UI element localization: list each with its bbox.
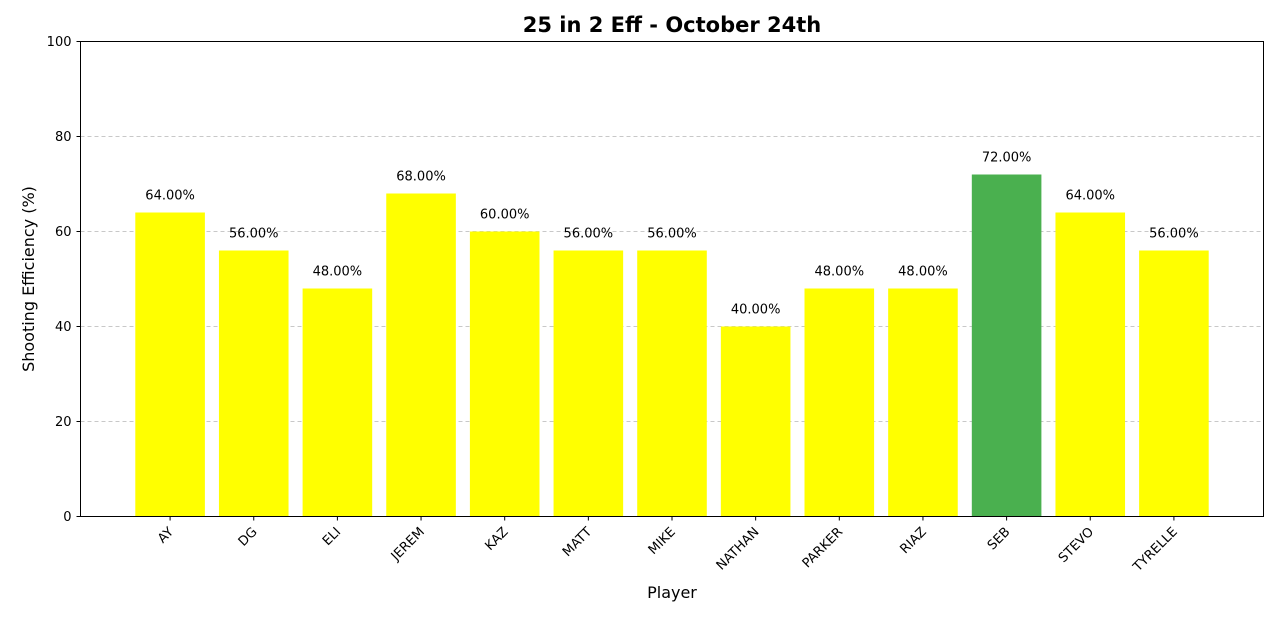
bar-mike [637,250,707,517]
y-axis-ticks: 0 20 40 60 80 100 [47,35,81,525]
chart-title: 25 in 2 Eff - October 24th [523,13,822,37]
data-label-jerem: 68.00% [396,170,446,185]
bar-riaz [888,288,958,517]
data-label-kaz: 60.00% [480,208,530,223]
y-tick-label: 60 [55,225,72,240]
bar-jerem [386,193,456,517]
y-tick-label: 100 [47,35,72,50]
data-label-seb: 72.00% [982,151,1032,166]
bar-stevo [1055,212,1126,517]
x-axis-ticks: AY DG ELI JEREM KAZ MATT MIKE NATHAN PARKER RIAZ S… [155,516,1181,576]
data-label-matt: 56.00% [564,227,614,242]
data-label-dg: 56.00% [229,227,279,242]
data-labels: 64.00% 56.00% 48.00% 68.00% 60.00% 56.00% 56.0… [145,151,1198,318]
bar-matt [553,250,624,517]
data-label-ay: 64.00% [145,189,195,204]
x-axis-label: Player [647,583,697,602]
x-tick-label-parker: PARKER [800,525,846,571]
data-label-parker: 48.00% [815,265,865,280]
x-tick-label-nathan: NATHAN [714,525,763,574]
x-tick-label-eli: ELI [320,525,344,549]
x-tick-label-kaz: KAZ [482,525,511,554]
data-label-mike: 56.00% [647,227,697,242]
x-tick-label-seb: SEB [985,525,1014,554]
bar-dg [218,250,289,517]
data-label-nathan: 40.00% [731,303,781,318]
bar-tyrelle [1139,250,1209,517]
x-tick-label-tyrelle: TYRELLE [1130,525,1181,576]
data-label-eli: 48.00% [313,265,363,280]
data-label-riaz: 48.00% [898,265,948,280]
x-tick-label-jerem: JEREM [388,525,428,565]
y-tick-label: 0 [63,510,71,525]
x-tick-label-riaz: RIAZ [897,525,929,557]
data-label-stevo: 64.00% [1065,189,1115,204]
bars [135,174,1209,517]
data-label-tyrelle: 56.00% [1149,227,1199,242]
bar-nathan [720,326,791,517]
bar-kaz [469,231,540,517]
bar-ay [135,212,205,517]
x-tick-label-stevo: STEVO [1056,525,1097,566]
bar-eli [302,288,373,517]
y-tick-label: 80 [55,130,72,145]
x-tick-label-ay: AY [155,525,177,547]
y-tick-label: 40 [55,320,72,335]
bar-parker [804,288,875,517]
y-axis-label: Shooting Efficiency (%) [19,186,38,372]
x-tick-label-matt: MATT [560,525,595,560]
x-tick-label-dg: DG [236,525,261,550]
y-tick-label: 20 [55,415,72,430]
x-tick-label-mike: MIKE [646,525,679,558]
bar-seb [971,174,1042,517]
